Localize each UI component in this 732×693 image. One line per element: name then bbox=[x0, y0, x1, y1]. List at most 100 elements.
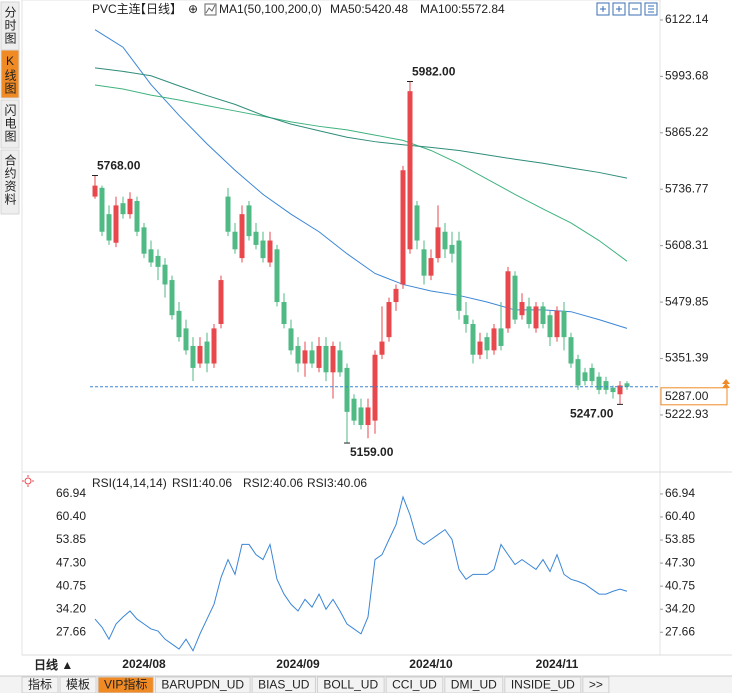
candle-body bbox=[407, 91, 413, 250]
last-price-box bbox=[660, 387, 728, 406]
ma-line bbox=[94, 67, 628, 179]
candle-body bbox=[554, 310, 560, 338]
y-tick-label: 5479.85 bbox=[665, 294, 709, 308]
add-icon: ⊕ bbox=[188, 2, 198, 16]
tab[interactable] bbox=[316, 676, 385, 693]
tab[interactable] bbox=[21, 676, 59, 693]
candle-body bbox=[211, 328, 217, 364]
tab-label: BIAS_UD bbox=[258, 678, 310, 692]
tab[interactable] bbox=[504, 676, 582, 693]
y-tick-label: 5351.39 bbox=[665, 351, 709, 365]
candle-body bbox=[435, 227, 441, 259]
price-arrow bbox=[722, 379, 730, 388]
candle-body bbox=[337, 350, 343, 373]
tab-label: 模板 bbox=[66, 678, 90, 692]
y-tick-label: 5865.22 bbox=[665, 125, 709, 139]
candle-body bbox=[456, 240, 462, 311]
candle-body bbox=[603, 381, 609, 390]
x-tick-label: 2024/09 bbox=[276, 657, 320, 671]
candle-body bbox=[92, 185, 98, 197]
candle-body bbox=[575, 359, 581, 386]
rsi-icon bbox=[22, 475, 34, 487]
legend-item: MA50:5420.48 bbox=[330, 2, 408, 16]
candle-body bbox=[477, 341, 483, 355]
tab-label: VIP指标 bbox=[104, 677, 147, 692]
period-button[interactable] bbox=[22, 657, 88, 675]
side-tab[interactable] bbox=[0, 149, 20, 215]
candle-body bbox=[323, 345, 329, 373]
tab[interactable] bbox=[154, 676, 251, 693]
tab[interactable] bbox=[59, 676, 97, 693]
candle-body bbox=[351, 398, 357, 421]
y-tick-label-left: 40.75 bbox=[56, 578, 86, 592]
annotation-label: 5982.00 bbox=[412, 65, 456, 79]
icon-move[interactable] bbox=[596, 2, 610, 16]
candle-body bbox=[624, 383, 630, 387]
y-tick-label-left: 27.66 bbox=[56, 624, 86, 638]
candle-body bbox=[414, 205, 420, 241]
x-tick-label: 2024/08 bbox=[122, 657, 166, 671]
candle-body bbox=[239, 214, 245, 259]
candle-body bbox=[99, 187, 105, 232]
side-tab-label: 闪电图 bbox=[3, 104, 17, 143]
last-price-label: 5287.00 bbox=[665, 389, 709, 403]
candle-body bbox=[386, 302, 392, 338]
candle-body bbox=[316, 345, 322, 368]
side-tab-label: 合约资料 bbox=[3, 153, 17, 206]
y-tick-label-left: 47.30 bbox=[56, 555, 86, 569]
candle-body bbox=[295, 345, 301, 364]
icon-zoom-out[interactable] bbox=[628, 2, 642, 16]
y-tick-label: 5736.77 bbox=[665, 181, 709, 195]
x-tick-label: 2024/11 bbox=[536, 657, 579, 671]
y-tick-label-left: 66.94 bbox=[56, 486, 86, 500]
candle-body bbox=[589, 367, 595, 382]
y-tick-label: 6122.14 bbox=[665, 12, 709, 26]
side-tab-label: 分时图 bbox=[3, 6, 17, 45]
tab-label: >> bbox=[589, 678, 603, 692]
legend-item: RSI3:40.06 bbox=[307, 476, 367, 490]
side-tab[interactable] bbox=[0, 99, 20, 149]
candle-body bbox=[463, 315, 469, 324]
candle-body bbox=[274, 249, 280, 303]
candle-body bbox=[428, 258, 434, 276]
indicator-label: MA1(50,100,200,0) bbox=[219, 2, 322, 16]
annotation-label: 5247.00 bbox=[570, 407, 614, 421]
icon-settings[interactable] bbox=[644, 2, 658, 16]
candle-body bbox=[442, 231, 448, 250]
candle-body bbox=[302, 350, 308, 364]
tab-label: CCI_UD bbox=[392, 678, 437, 692]
tab[interactable] bbox=[97, 676, 154, 693]
y-tick-label-left: 53.85 bbox=[56, 532, 86, 546]
candle-body bbox=[169, 280, 175, 316]
candle-body bbox=[372, 354, 378, 421]
candle-body bbox=[400, 170, 406, 285]
tab-label: 指标 bbox=[28, 677, 52, 692]
candle-body bbox=[526, 306, 532, 324]
candle-body bbox=[113, 205, 119, 243]
candle-body bbox=[617, 385, 623, 395]
candle-body bbox=[505, 271, 511, 329]
y-tick-label: 5993.68 bbox=[665, 69, 709, 83]
candle-body bbox=[330, 345, 336, 373]
icon-zoom-in[interactable] bbox=[612, 2, 626, 16]
ma-icon bbox=[204, 3, 217, 16]
candle-body bbox=[512, 275, 518, 320]
candle-body bbox=[197, 345, 203, 364]
candle-body bbox=[470, 323, 476, 355]
candle-body bbox=[141, 227, 147, 254]
tab[interactable] bbox=[582, 676, 610, 693]
y-tick-label: 60.40 bbox=[665, 509, 695, 523]
side-tab[interactable] bbox=[0, 49, 20, 99]
rsi-line bbox=[94, 495, 628, 652]
candle-body bbox=[561, 310, 567, 338]
y-tick-label: 34.20 bbox=[665, 601, 695, 615]
candle-body bbox=[519, 302, 525, 316]
tab[interactable] bbox=[385, 676, 444, 693]
tab[interactable] bbox=[444, 676, 504, 693]
y-tick-label-left: 34.20 bbox=[56, 601, 86, 615]
candle-body bbox=[547, 315, 553, 338]
y-tick-label: 5222.93 bbox=[665, 407, 709, 421]
tab[interactable] bbox=[251, 676, 316, 693]
